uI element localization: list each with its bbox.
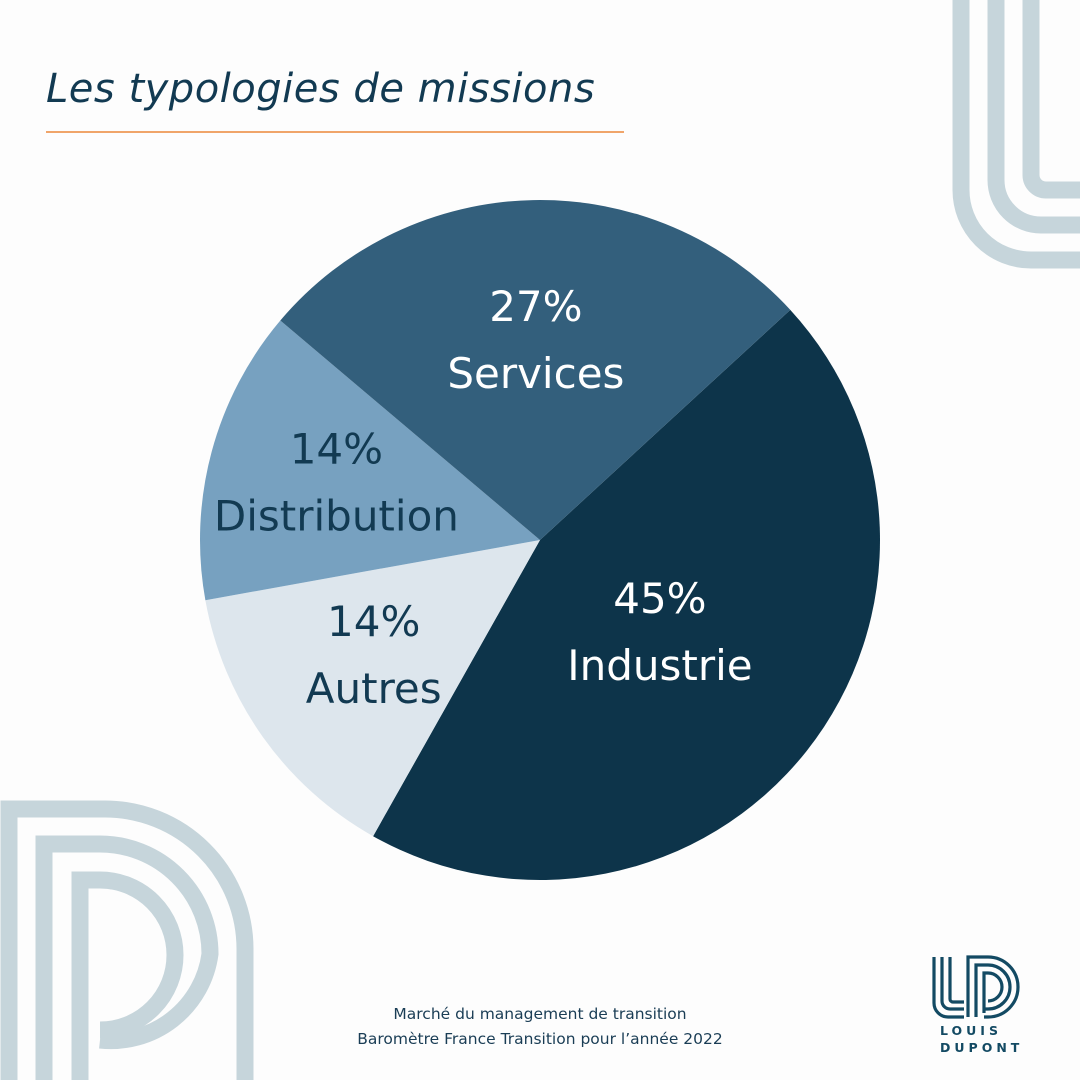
pie-slice-distribution xyxy=(200,320,541,601)
footer-line-1: Marché du management de transition xyxy=(393,1005,687,1023)
pie-slice-autres xyxy=(205,540,541,837)
decorative-d-shape xyxy=(0,800,254,1080)
pie-label-value-distribution: 14% xyxy=(290,424,383,473)
logo-text-louis: LOUIS xyxy=(940,1023,1002,1038)
title-underline xyxy=(46,131,624,133)
pie-label-name-services: Services xyxy=(447,349,624,398)
footer-line-2: Baromètre France Transition pour l’année… xyxy=(357,1030,723,1048)
pie-label-name-distribution: Distribution xyxy=(214,491,459,540)
pie-slice-industrie xyxy=(373,309,881,881)
logo-text-dupont: DUPONT xyxy=(940,1040,1024,1055)
pie-slice-services xyxy=(280,200,791,541)
footer-caption: Marché du management de transition Barom… xyxy=(0,1002,1080,1052)
pie-label-name-autres: Autres xyxy=(306,664,442,713)
pie-label-value-services: 27% xyxy=(489,282,582,331)
louis-dupont-logo-icon xyxy=(932,955,1020,1019)
decorative-l-shape xyxy=(952,0,1080,269)
chart-title: Les typologies de missions xyxy=(46,66,596,112)
pie-label-value-industrie: 45% xyxy=(613,574,706,623)
pie-label-name-industrie: Industrie xyxy=(567,641,752,690)
pie-label-value-autres: 14% xyxy=(327,597,420,646)
